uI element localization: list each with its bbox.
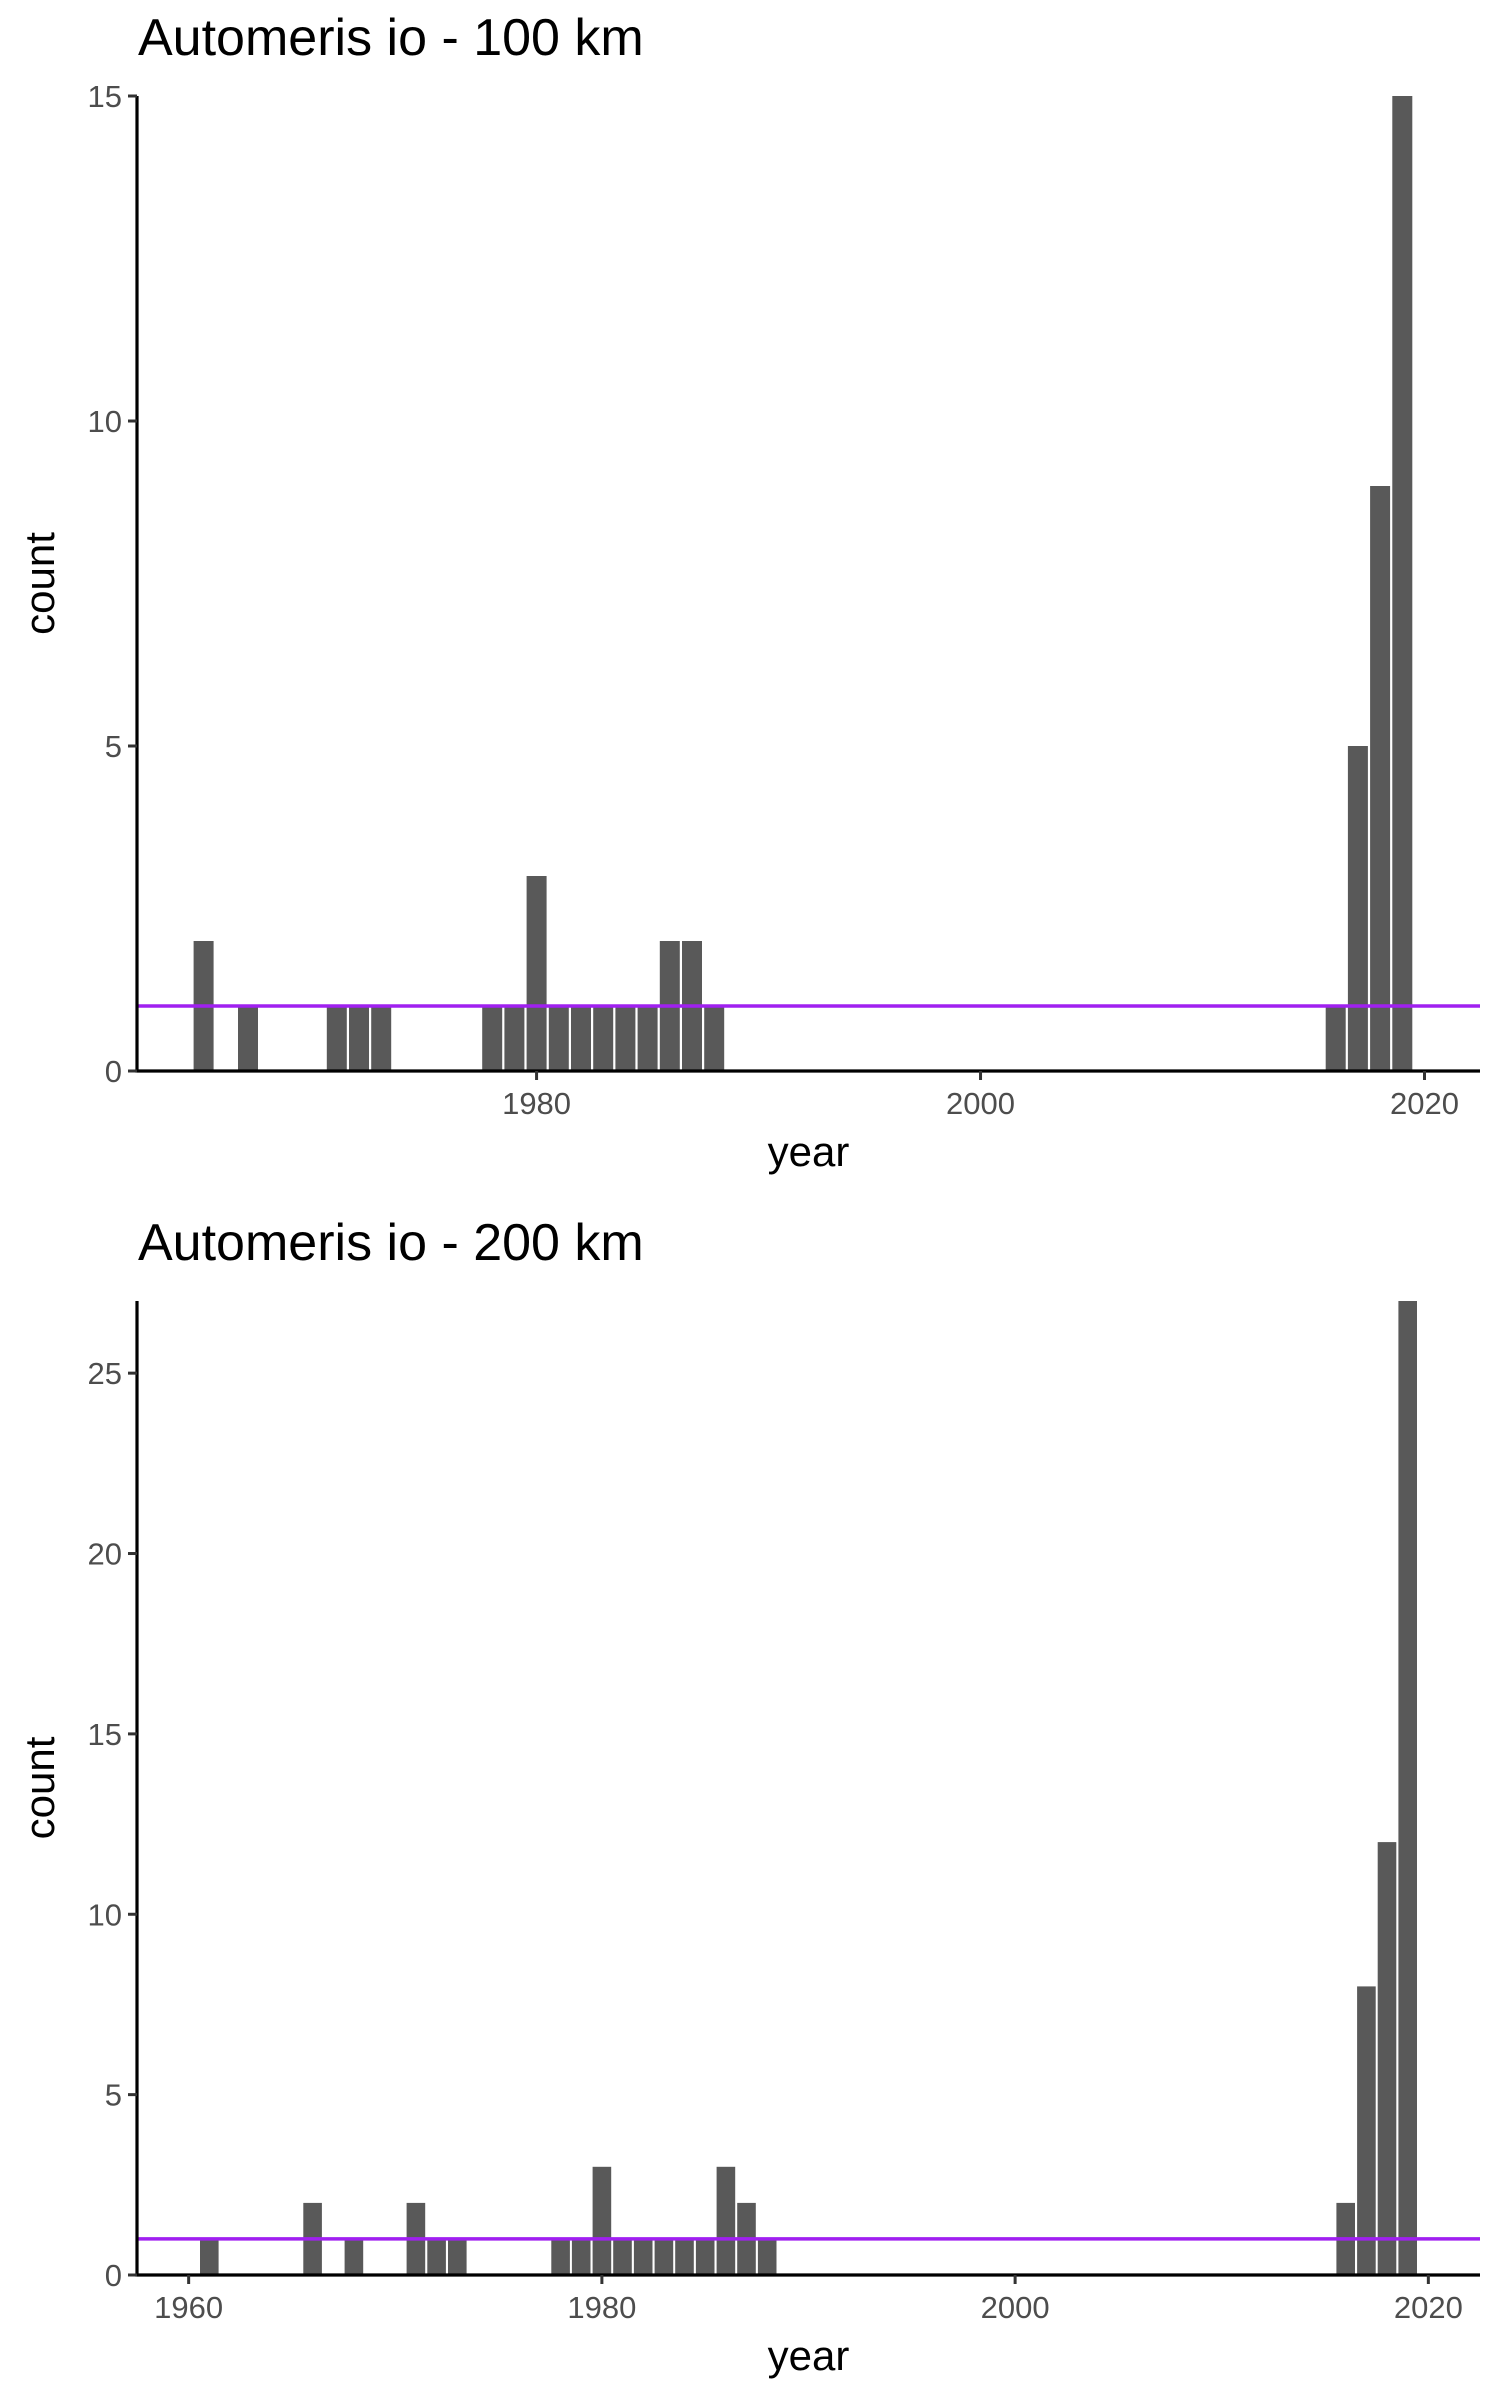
chart-2-y-tick-label-5: 5 bbox=[105, 2078, 122, 2113]
chart-2-bar-1985 bbox=[695, 2238, 715, 2275]
chart-1-bar-2019 bbox=[1392, 96, 1413, 1071]
chart-1-bar-2018 bbox=[1370, 486, 1391, 1071]
chart-2-bar-1980 bbox=[592, 2166, 612, 2275]
chart-2-x-axis-label: year bbox=[768, 2332, 850, 2379]
chart-1-bar-1973 bbox=[371, 1006, 392, 1071]
chart-1-x-tick-label-2000: 2000 bbox=[946, 1086, 1015, 1121]
chart-2-bar-1983 bbox=[654, 2238, 674, 2275]
chart-2-plot: 0 5 10 15 20 25 1960 1980 2000 2020 year count bbox=[16, 1301, 1480, 2379]
chart-1-bar-1985 bbox=[637, 1006, 658, 1071]
chart-2-bar-1961 bbox=[200, 2238, 219, 2275]
chart-1-bar-1967 bbox=[238, 1006, 258, 1071]
chart-2-bar-1973 bbox=[448, 2238, 467, 2275]
chart-1-bar-1981 bbox=[548, 1006, 569, 1071]
chart-1-bar-2017 bbox=[1347, 746, 1368, 1071]
chart-2-bar-1978 bbox=[551, 2238, 570, 2275]
chart-2-y-tick-label-0: 0 bbox=[105, 2258, 122, 2293]
chart-2-bar-2018 bbox=[1377, 1842, 1397, 2275]
chart-1-bar-1978 bbox=[482, 1006, 503, 1071]
chart-1-bar-1972 bbox=[349, 1006, 369, 1071]
chart-2-bar-1988 bbox=[757, 2238, 777, 2275]
chart-1-y-tick-label-5: 5 bbox=[105, 729, 122, 764]
chart-1-bar-1984 bbox=[615, 1006, 636, 1071]
chart-2-bar-1968 bbox=[344, 2238, 364, 2275]
chart-2-y-tick-label-25: 25 bbox=[88, 1356, 122, 1391]
chart-2-y-tick-label-15: 15 bbox=[88, 1717, 122, 1752]
chart-1-bar-1980 bbox=[526, 876, 547, 1071]
chart-2-bar-1984 bbox=[675, 2238, 694, 2275]
chart-1-bar-1983 bbox=[593, 1006, 614, 1071]
chart-2-y-tick-label-10: 10 bbox=[88, 1897, 122, 1932]
chart-2-x-tick-label-2020: 2020 bbox=[1394, 2290, 1463, 2325]
chart-2-x-tick-label-1980: 1980 bbox=[567, 2290, 636, 2325]
chart-1-x-tick-label-1980: 1980 bbox=[502, 1086, 571, 1121]
chart-1-y-tick-label-0: 0 bbox=[105, 1054, 122, 1089]
chart-1-y-tick-label-10: 10 bbox=[88, 404, 122, 439]
chart-1-bar-1971 bbox=[326, 1006, 347, 1071]
chart-1-bar-1979 bbox=[504, 1006, 525, 1071]
chart-2-y-axis-label: count bbox=[16, 1736, 63, 1839]
chart-2-bar-1979 bbox=[571, 2238, 591, 2275]
chart-2-title: Automeris io - 200 km bbox=[138, 1214, 644, 1272]
chart-1-y-tick-label-15: 15 bbox=[88, 79, 122, 114]
chart-2-bar-1986 bbox=[716, 2166, 736, 2275]
chart-2-bar-1982 bbox=[633, 2238, 653, 2275]
chart-2-bar-1981 bbox=[613, 2238, 632, 2275]
chart-1-plot: 0 5 10 15 1980 2000 2020 year count bbox=[16, 79, 1480, 1175]
chart-1-bar-2016 bbox=[1325, 1006, 1346, 1071]
chart-2-bar-1972 bbox=[427, 2238, 446, 2275]
chart-1-bar-1982 bbox=[571, 1006, 591, 1071]
chart-2-bar-2019 bbox=[1398, 1301, 1417, 2275]
chart-1-title: Automeris io - 100 km bbox=[138, 9, 644, 67]
chart-1-bar-1988 bbox=[704, 1006, 725, 1071]
chart-2-x-tick-label-2000: 2000 bbox=[981, 2290, 1050, 2325]
chart-2-x-tick-label-1960: 1960 bbox=[154, 2290, 223, 2325]
chart-2-bar-2017 bbox=[1357, 1986, 1376, 2275]
chart-2-y-tick-label-20: 20 bbox=[88, 1537, 122, 1572]
chart-1-x-tick-label-2020: 2020 bbox=[1390, 1086, 1459, 1121]
chart-1-x-axis-label: year bbox=[768, 1128, 850, 1175]
chart-1-y-axis-label: count bbox=[16, 532, 63, 635]
